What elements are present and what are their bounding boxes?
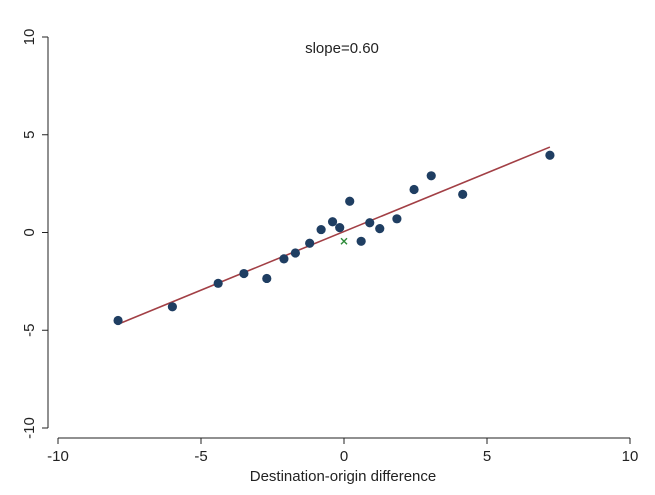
fit-line (117, 146, 551, 325)
y-tick-label-4: 10 (21, 29, 38, 46)
axes (47, 37, 630, 439)
data-point-13 (365, 218, 375, 228)
x-axis-title: Destination-origin difference (250, 468, 437, 485)
x-tick-label-2: 0 (340, 448, 348, 465)
x-tick-label-4: 10 (622, 448, 639, 465)
data-point-8 (316, 224, 326, 235)
data-point-16 (409, 184, 419, 195)
data-point-9 (327, 217, 338, 227)
y-tick-label-0: -10 (21, 417, 38, 439)
x-tick-label-3: 5 (483, 448, 491, 465)
data-point-19 (545, 150, 555, 160)
data-point-1 (167, 302, 177, 312)
data-point-12 (356, 236, 366, 246)
data-point-10 (335, 223, 345, 233)
data-point-5 (279, 254, 289, 264)
x-tick-label-1: -5 (194, 448, 207, 465)
y-tick-label-3: 5 (21, 131, 38, 139)
data-point-17 (426, 171, 436, 181)
fit-line-group (117, 146, 551, 325)
points-group (113, 150, 555, 326)
data-point-2 (213, 278, 223, 288)
data-point-18 (458, 189, 468, 199)
data-point-14 (375, 223, 385, 234)
data-point-4 (262, 273, 272, 284)
data-point-7 (305, 238, 315, 248)
y-tick-label-2: 0 (21, 228, 38, 236)
y-tick-label-1: -5 (21, 324, 38, 337)
data-point-15 (392, 214, 402, 224)
mean-marker-group (340, 237, 348, 245)
data-point-0 (113, 315, 123, 326)
data-point-3 (239, 268, 249, 279)
data-point-6 (290, 248, 300, 258)
x-tick-label-0: -10 (47, 448, 69, 465)
x-ticks: -10 -5 0 5 10 (47, 438, 638, 465)
slope-annotation: slope=0.60 (305, 40, 379, 57)
y-ticks: -10 -5 0 5 10 (21, 29, 48, 439)
data-point-11 (345, 196, 355, 206)
mean-marker (340, 237, 348, 245)
